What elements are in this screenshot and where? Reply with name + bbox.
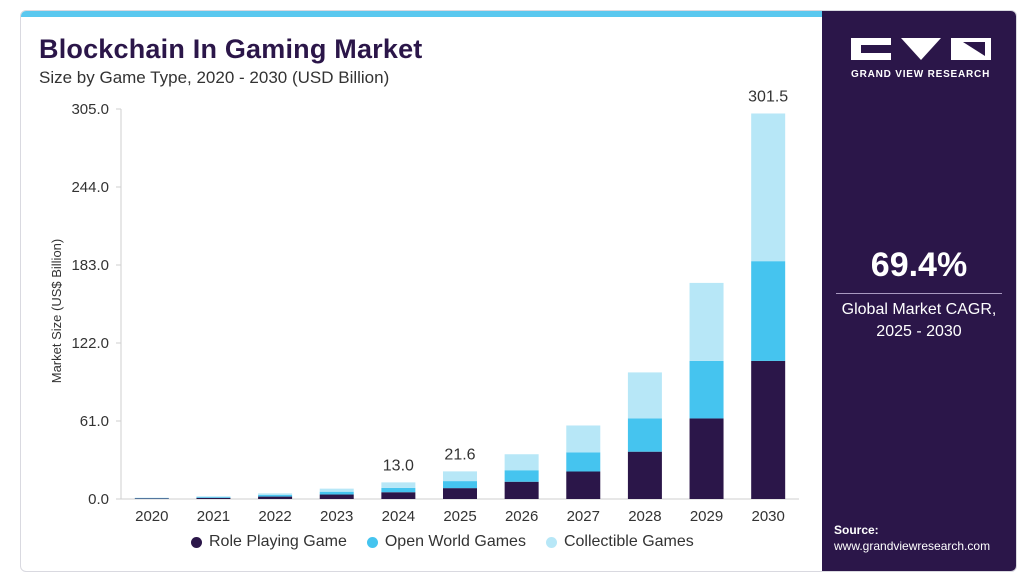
x-tick-label: 2029	[690, 508, 723, 525]
bar-open-world-2025	[443, 481, 477, 489]
bar-open-world-2027	[566, 452, 601, 472]
legend-swatch-role-playing	[191, 536, 202, 548]
bar-role-playing-2030	[751, 360, 786, 499]
bar-role-playing-2028	[627, 451, 662, 499]
cagr-label-line1: Global Market CAGR,	[841, 301, 997, 318]
y-axis-title: Market Size (US$ Billion)	[49, 238, 64, 384]
y-tick-label: 244.0	[71, 179, 109, 196]
legend-swatch-open-world	[366, 536, 378, 548]
bar-collectible-2025	[443, 471, 477, 482]
bar-collectible-2021	[196, 496, 231, 498]
chart-title: Blockchain In Gaming Market	[39, 34, 423, 64]
accent-bar	[21, 11, 822, 17]
logo-wordmark: GRAND VIEW RESEARCH	[851, 69, 991, 80]
cagr-label: Global Market CAGR, 2025 - 2030	[822, 299, 1016, 343]
y-tick-label: 0.0	[88, 491, 109, 508]
bar-role-playing-2025	[443, 488, 477, 499]
legend-label-role-playing: Role Playing Game	[209, 533, 347, 550]
sidebar-panel: GRAND VIEW RESEARCH 69.4% Global Market …	[822, 11, 1016, 571]
bar-role-playing-2024	[381, 492, 416, 499]
bar-open-world-2023	[319, 491, 354, 495]
cagr-label-line2: 2025 - 2030	[876, 323, 962, 340]
bar-open-world-2021	[196, 497, 231, 498]
bar-collectible-2028	[627, 372, 662, 419]
bar-collectible-2022	[258, 493, 293, 496]
bar-open-world-2028	[627, 418, 662, 452]
bar-chart: 0.0 61.0 122.0 183.0 244.0 305.0 2020 2021 2022 2…	[71, 88, 799, 525]
chart-card: Blockchain In Gaming Market Size by Game…	[20, 10, 1017, 572]
bar-collectible-2026	[504, 454, 539, 471]
bar-collectible-2030	[751, 113, 786, 262]
x-tick-label: 2023	[320, 508, 353, 525]
x-tick-label: 2027	[567, 508, 600, 525]
bar-role-playing-2020	[134, 498, 169, 499]
y-tick-label: 61.0	[80, 413, 109, 430]
chart-subtitle: Size by Game Type, 2020 - 2030 (USD Bill…	[39, 68, 390, 87]
y-tick-label: 122.0	[71, 335, 109, 352]
legend-label-open-world: Open World Games	[384, 533, 526, 550]
y-tick-label: 183.0	[71, 257, 109, 274]
data-label-2030: 301.5	[748, 88, 788, 105]
x-tick-label: 2020	[135, 508, 168, 525]
bar-open-world-2030	[751, 261, 786, 361]
bar-collectible-2027	[566, 425, 601, 453]
bar-open-world-2022	[258, 495, 293, 497]
grand-view-research-logo	[851, 38, 991, 60]
legend-item-role-playing: Role Playing Game	[191, 533, 347, 551]
bar-role-playing-2026	[504, 481, 539, 499]
legend-item-collectible: Collectible Games	[545, 533, 694, 551]
bar-role-playing-2027	[566, 471, 601, 499]
x-tick-label: 2028	[628, 508, 661, 525]
x-tick-label: 2030	[751, 508, 784, 525]
legend-item-open-world: Open World Games	[366, 533, 526, 551]
bar-collectible-2023	[319, 488, 354, 492]
x-tick-label: 2024	[382, 508, 415, 525]
bar-role-playing-2029	[689, 418, 724, 499]
bar-collectible-2029	[689, 282, 724, 361]
bar-role-playing-2023	[319, 494, 354, 499]
bar-open-world-2024	[381, 487, 416, 493]
x-tick-label: 2025	[443, 508, 476, 525]
cagr-divider	[836, 293, 1002, 294]
x-tick-label: 2021	[197, 508, 230, 525]
source-label: Source:	[834, 523, 879, 537]
source-url[interactable]: www.grandviewresearch.com	[834, 539, 991, 553]
legend-label-collectible: Collectible Games	[563, 533, 694, 550]
data-label-2025: 21.6	[444, 446, 475, 463]
cagr-value: 69.4%	[870, 246, 968, 284]
x-tick-label: 2022	[258, 508, 291, 525]
bar-collectible-2024	[381, 482, 416, 488]
bar-open-world-2026	[504, 470, 539, 482]
bar-role-playing-2021	[196, 497, 231, 499]
legend: Role Playing Game Open World Games Colle…	[191, 533, 694, 551]
bar-open-world-2029	[689, 360, 724, 419]
bar-role-playing-2022	[258, 496, 293, 499]
x-tick-label: 2026	[505, 508, 538, 525]
legend-swatch-collectible	[545, 536, 557, 548]
y-tick-label: 305.0	[71, 101, 109, 118]
data-label-2024: 13.0	[383, 457, 414, 474]
